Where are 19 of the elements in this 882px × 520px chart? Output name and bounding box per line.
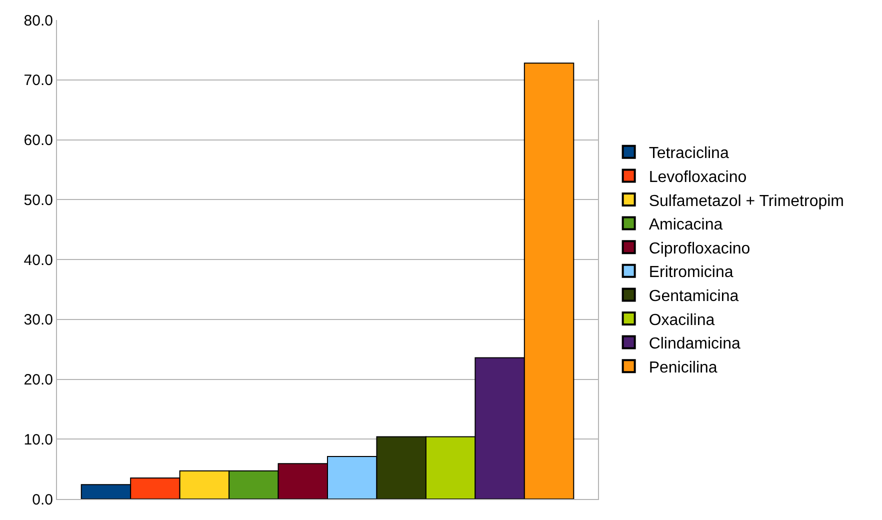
y-tick-label: 60.0 [24, 132, 53, 149]
legend-label: Sulfametazol + Trimetropim [648, 192, 844, 210]
legend-label: Oxacilina [648, 312, 715, 329]
y-tick-label: 30.0 [24, 312, 53, 329]
y-tick-label: 40.0 [24, 252, 53, 269]
y-tick-label: 50.0 [24, 192, 53, 209]
y-tick-label: 80.0 [24, 12, 53, 30]
legend-label: Penicilina [648, 359, 718, 376]
y-tick-label: 0.0 [32, 491, 53, 508]
legend-label: Tetraciclina [648, 145, 729, 162]
legend-label: Clindamicina [648, 336, 741, 353]
legend-label: Gentamicina [648, 288, 739, 305]
legend-label: Levofloxacino [648, 168, 747, 186]
legend-label: Eritromicina [648, 264, 734, 282]
y-tick-label: 70.0 [24, 72, 53, 90]
legend-label: Ciprofloxacino [648, 240, 750, 258]
legend-label: Amicacina [648, 216, 723, 234]
y-tick-label: 10.0 [24, 431, 53, 448]
y-tick-label: 20.0 [24, 372, 53, 388]
